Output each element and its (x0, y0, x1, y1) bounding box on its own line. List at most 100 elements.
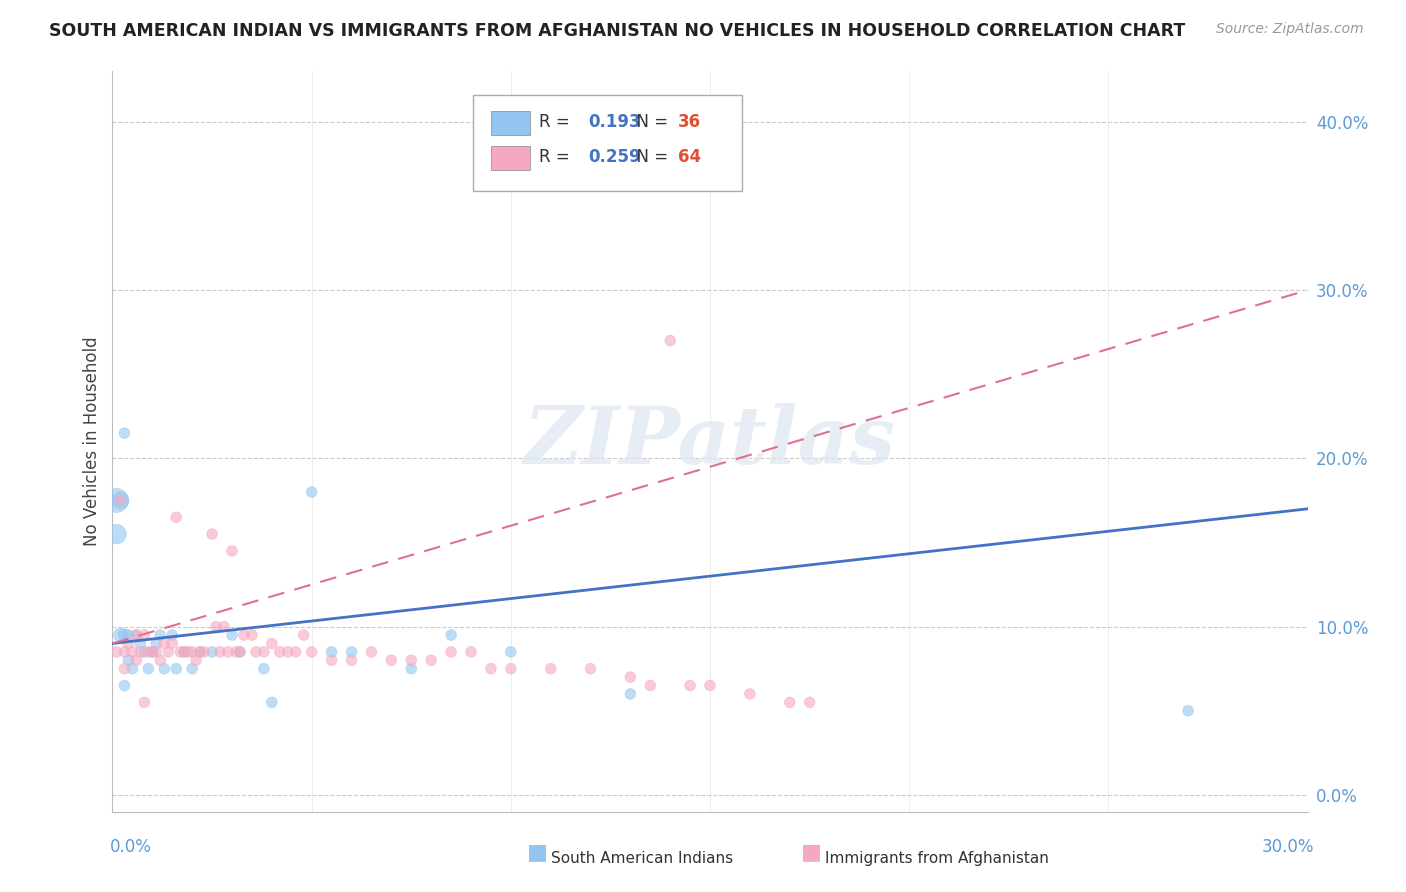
Point (177, 645, 200, 659)
Point (479, 662, 502, 676)
Point (229, 645, 252, 659)
Point (460, 645, 482, 659)
Point (277, 645, 299, 659)
Y-axis label: No Vehicles in Household: No Vehicles in Household (83, 336, 101, 547)
Point (440, 645, 463, 659)
Point (188, 645, 211, 659)
Point (173, 645, 195, 659)
Point (284, 645, 307, 659)
Text: N =: N = (627, 113, 673, 131)
Point (181, 662, 204, 676)
Point (799, 695, 821, 709)
Point (105, 527, 128, 541)
Point (253, 645, 276, 659)
Point (157, 645, 180, 659)
Point (169, 645, 191, 659)
Point (117, 628, 139, 642)
Point (229, 645, 252, 659)
Text: ■: ■ (527, 842, 548, 862)
Point (619, 687, 641, 701)
Point (141, 645, 163, 659)
FancyBboxPatch shape (491, 112, 530, 135)
Point (162, 628, 183, 642)
Point (134, 645, 156, 659)
Point (340, 645, 363, 659)
Point (225, 645, 247, 659)
Point (340, 653, 363, 667)
Point (117, 653, 139, 667)
Point (201, 645, 224, 659)
Point (117, 636, 139, 650)
Point (125, 653, 148, 667)
Point (401, 662, 423, 676)
Point (165, 662, 187, 676)
Point (420, 653, 443, 667)
Point (162, 636, 183, 650)
Point (540, 662, 562, 676)
Point (145, 645, 167, 659)
Point (269, 645, 291, 659)
Point (321, 653, 343, 667)
Point (121, 645, 143, 659)
Text: R =: R = (538, 148, 575, 166)
Point (640, 679, 662, 693)
Point (186, 653, 208, 667)
Point (110, 493, 132, 508)
Point (1177, 704, 1199, 718)
Point (245, 645, 267, 659)
Point (499, 645, 522, 659)
Point (240, 628, 263, 642)
Point (134, 695, 156, 709)
Point (205, 619, 228, 633)
Point (201, 527, 224, 541)
FancyBboxPatch shape (491, 146, 530, 169)
Point (105, 493, 128, 508)
Point (129, 645, 152, 659)
Point (138, 645, 160, 659)
Text: 30.0%: 30.0% (1263, 838, 1315, 855)
Point (114, 662, 135, 676)
Point (209, 645, 232, 659)
Text: South American Indians: South American Indians (551, 851, 734, 865)
Point (138, 662, 160, 676)
Point (499, 662, 522, 676)
Point (153, 662, 176, 676)
Text: R =: R = (538, 113, 575, 131)
Point (153, 636, 176, 650)
Point (114, 679, 135, 693)
Point (145, 636, 167, 650)
Point (321, 645, 343, 659)
Text: Immigrants from Afghanistan: Immigrants from Afghanistan (825, 851, 1049, 865)
Point (301, 485, 323, 500)
Point (114, 645, 135, 659)
Point (129, 636, 152, 650)
Text: 0.193: 0.193 (588, 113, 641, 131)
Point (221, 544, 243, 558)
Point (105, 645, 128, 659)
Point (699, 679, 721, 693)
Point (401, 653, 423, 667)
Point (779, 695, 801, 709)
Point (141, 645, 163, 659)
Point (619, 670, 641, 684)
Point (260, 636, 283, 650)
Point (173, 645, 195, 659)
Point (440, 628, 463, 642)
Point (149, 653, 172, 667)
Point (659, 334, 682, 348)
Point (233, 628, 256, 642)
Point (114, 628, 135, 642)
Text: ■: ■ (801, 842, 823, 862)
Point (217, 645, 239, 659)
Point (181, 645, 204, 659)
Point (292, 628, 315, 642)
Point (125, 628, 148, 642)
Point (193, 645, 215, 659)
Point (301, 645, 323, 659)
Point (134, 628, 156, 642)
Text: SOUTH AMERICAN INDIAN VS IMMIGRANTS FROM AFGHANISTAN NO VEHICLES IN HOUSEHOLD CO: SOUTH AMERICAN INDIAN VS IMMIGRANTS FROM… (49, 22, 1185, 40)
Point (125, 628, 148, 642)
Text: 64: 64 (678, 148, 700, 166)
Point (114, 426, 135, 441)
Point (165, 510, 187, 524)
